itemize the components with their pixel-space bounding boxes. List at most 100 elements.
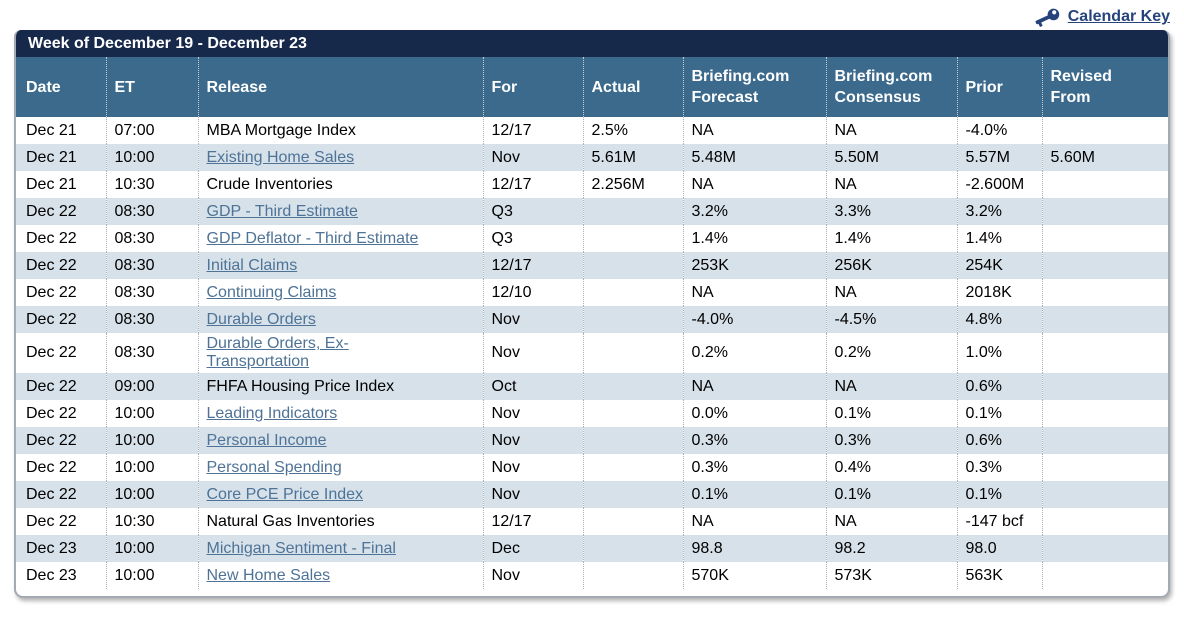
cell-prior: -4.0% <box>956 117 1042 144</box>
cell-revised-from <box>1041 535 1168 562</box>
cell-date: Dec 22 <box>26 458 77 476</box>
release-link[interactable]: Core PCE Price Index <box>206 485 364 503</box>
calendar-key-link[interactable]: Calendar Key <box>1033 6 1170 28</box>
cell-forecast: 0.0% <box>682 400 826 427</box>
cell-for: Nov <box>482 481 583 508</box>
cell-forecast: NA <box>682 117 826 144</box>
economic-calendar: Week of December 19 - December 23 Date E… <box>14 30 1170 598</box>
calendar-key-label: Calendar Key <box>1067 8 1170 25</box>
release-link[interactable]: Continuing Claims <box>206 283 337 301</box>
cell-date: Dec 21 <box>26 121 77 139</box>
col-header-briefing-consensus: Briefing.com Consensus <box>825 57 957 117</box>
cell-prior: -2.600M <box>956 171 1042 198</box>
cell-for: 12/17 <box>482 508 583 535</box>
cell-et: 10:00 <box>105 535 198 562</box>
cell-forecast: NA <box>682 508 826 535</box>
cell-date: Dec 22 <box>16 252 106 279</box>
cell-et: 08:30 <box>105 333 198 373</box>
cell-release: GDP - Third Estimate <box>197 198 483 225</box>
cell-forecast: 0.3% <box>682 427 826 454</box>
release-link[interactable]: GDP - Third Estimate <box>206 202 358 220</box>
cell-prior: 1.4% <box>956 225 1042 252</box>
release-text: Crude Inventories <box>206 175 333 193</box>
cell-actual <box>582 279 683 306</box>
cell-consensus: NA <box>825 508 957 535</box>
cell-consensus: 1.4% <box>825 225 957 252</box>
cell-date: Dec 21 <box>16 144 106 171</box>
topbar: Calendar Key <box>0 0 1184 30</box>
col-header-date: Date <box>16 57 106 117</box>
cell-release: Personal Income <box>197 427 483 454</box>
cell-actual <box>582 252 683 279</box>
cell-consensus: 256K <box>825 252 957 279</box>
cell-et: 08:30 <box>105 279 198 306</box>
cell-release: Crude Inventories <box>197 171 483 198</box>
release-link[interactable]: Durable Orders <box>206 310 316 328</box>
cell-release: Existing Home Sales <box>197 144 483 171</box>
release-text: FHFA Housing Price Index <box>206 377 395 395</box>
week-title: Week of December 19 - December 23 <box>16 30 1168 57</box>
cell-for: Dec <box>482 535 583 562</box>
col-header-revised-from: Revised From <box>1041 57 1168 117</box>
release-link[interactable]: New Home Sales <box>206 566 331 584</box>
release-text: MBA Mortgage Index <box>206 121 356 139</box>
release-link[interactable]: Durable Orders, Ex- Transportation <box>206 335 349 370</box>
cell-actual: 2.5% <box>582 117 683 144</box>
cell-prior: 0.6% <box>956 373 1042 400</box>
cell-consensus: NA <box>825 279 957 306</box>
cell-et: 08:30 <box>105 225 198 252</box>
cell-release: New Home Sales <box>197 562 483 589</box>
cell-consensus: NA <box>825 117 957 144</box>
cell-for: Nov <box>482 427 583 454</box>
cell-revised-from <box>1041 400 1168 427</box>
cell-consensus: 5.50M <box>825 144 957 171</box>
cell-et: 08:30 <box>105 306 198 333</box>
col-header-release: Release <box>197 57 483 117</box>
cell-forecast: 0.1% <box>682 481 826 508</box>
cell-revised-from <box>1041 225 1168 252</box>
cell-for: Oct <box>482 373 583 400</box>
cell-actual <box>582 427 683 454</box>
cell-consensus: 0.1% <box>825 481 957 508</box>
cell-et: 10:00 <box>105 562 198 589</box>
cell-actual <box>582 454 683 481</box>
cell-et: 10:30 <box>105 508 198 535</box>
table-row: Dec 21 10:30 Crude Inventories 12/17 2.256M N… <box>16 171 1168 198</box>
col-header-prior: Prior <box>956 57 1042 117</box>
cell-actual <box>582 535 683 562</box>
release-link[interactable]: GDP Deflator - Third Estimate <box>206 229 419 247</box>
cell-for: 12/17 <box>482 171 583 198</box>
col-header-briefing-forecast: Briefing.com Forecast <box>682 57 826 117</box>
cell-et: 09:00 <box>105 373 198 400</box>
cell-forecast: 5.48M <box>682 144 826 171</box>
release-link[interactable]: Existing Home Sales <box>206 148 355 166</box>
cell-consensus: 0.4% <box>825 454 957 481</box>
cell-date: Dec 23 <box>26 566 77 584</box>
cell-date: Dec 22 <box>26 283 77 301</box>
table-row: Dec 22 08:30 GDP - Third Estimate Q3 3.2% 3.3… <box>16 198 1168 225</box>
cell-date: Dec 22 <box>16 427 106 454</box>
table-row: Dec 22 08:30 Continuing Claims 12/10 NA NA 201… <box>16 279 1168 306</box>
cell-for: Nov <box>482 144 583 171</box>
cell-et: 10:00 <box>105 454 198 481</box>
release-link[interactable]: Leading Indicators <box>206 404 338 422</box>
release-link[interactable]: Personal Spending <box>206 458 342 476</box>
cell-forecast: 0.3% <box>682 454 826 481</box>
release-link[interactable]: Michigan Sentiment - Final <box>206 539 396 557</box>
cell-release: Natural Gas Inventories <box>197 508 483 535</box>
table-row: Dec 22 09:00 FHFA Housing Price Index Oct NA… <box>16 373 1168 400</box>
col-header-et: ET <box>105 57 198 117</box>
cell-release: GDP Deflator - Third Estimate <box>197 225 483 252</box>
cell-consensus: 0.2% <box>825 333 957 373</box>
cell-release: MBA Mortgage Index <box>197 117 483 144</box>
table-row: Dec 22 10:00 Personal Income Nov 0.3% 0.3% 0.6… <box>16 427 1168 454</box>
cell-actual <box>582 562 683 589</box>
cell-revised-from <box>1041 252 1168 279</box>
cell-release: Continuing Claims <box>197 279 483 306</box>
cell-forecast: 0.2% <box>682 333 826 373</box>
cell-date: Dec 22 <box>26 512 77 530</box>
cell-et: 10:00 <box>105 144 198 171</box>
cell-revised-from <box>1041 333 1168 373</box>
release-link[interactable]: Initial Claims <box>206 256 298 274</box>
release-link[interactable]: Personal Income <box>206 431 327 449</box>
